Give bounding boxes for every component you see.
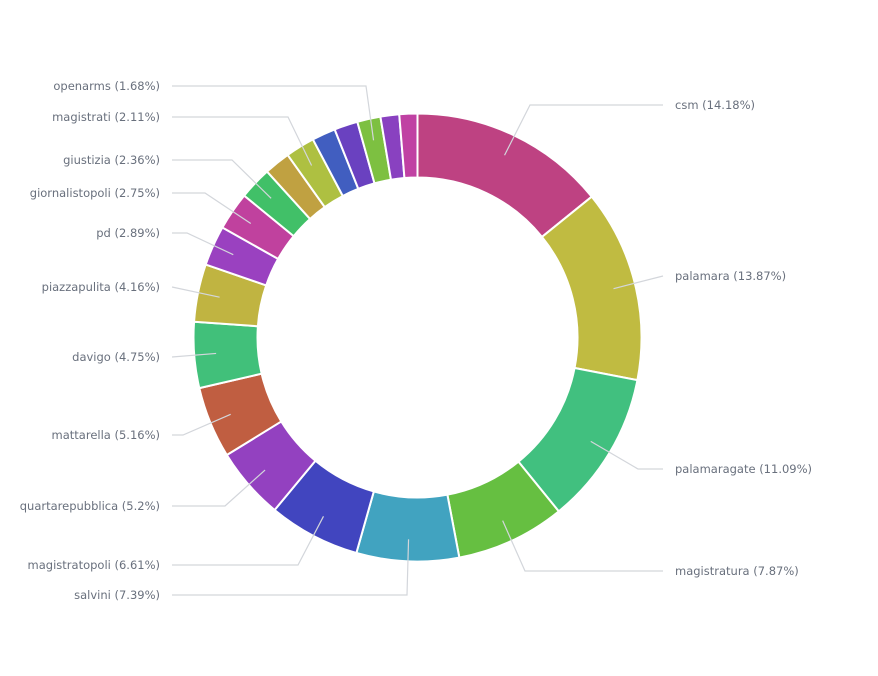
leader-line-magistrati	[172, 116, 313, 166]
leader-line-giornalistopoli	[172, 192, 252, 224]
leader-line-magistratura	[502, 520, 663, 572]
slice-label-quartarepubblica: quartarepubblica (5.2%)	[20, 499, 160, 513]
leader-line-mattarella	[172, 413, 231, 436]
leader-lines-group	[171, 85, 664, 596]
slice-label-magistratopoli: magistratopoli (6.61%)	[28, 558, 160, 572]
leader-line-magistratopoli	[172, 516, 325, 566]
slice-label-magistratura: magistratura (7.87%)	[675, 564, 799, 578]
slice-label-salvini: salvini (7.39%)	[74, 588, 160, 602]
slice-label-giornalistopoli: giornalistopoli (2.75%)	[30, 186, 160, 200]
slice-label-magistrati: magistrati (2.11%)	[52, 110, 160, 124]
slice-label-pd: pd (2.89%)	[96, 226, 160, 240]
leader-line-davigo	[171, 352, 217, 358]
leader-line-csm	[504, 104, 663, 156]
leader-line-piazzapulita	[171, 286, 220, 298]
leader-line-giustizia	[172, 159, 272, 199]
leader-line-openarms	[172, 85, 375, 141]
labels-group: csm (14.18%) palamara (13.87%) palamaragat…	[20, 79, 812, 602]
slice-label-piazzapulita: piazzapulita (4.16%)	[42, 280, 160, 294]
slice-label-palamaragate: palamaragate (11.09%)	[675, 462, 812, 476]
leader-line-pd	[172, 232, 234, 256]
slice-label-giustizia: giustizia (2.36%)	[63, 153, 160, 167]
leader-line-salvini	[172, 539, 410, 596]
leader-line-palamara	[613, 275, 664, 290]
slice-label-davigo: davigo (4.75%)	[72, 350, 160, 364]
slice-unlabeled-19[interactable]	[398, 112, 419, 180]
slice-label-mattarella: mattarella (5.16%)	[52, 428, 160, 442]
leader-line-palamaragate	[590, 440, 663, 470]
slices-group	[192, 112, 643, 563]
slice-label-csm: csm (14.18%)	[675, 98, 755, 112]
slice-palamara[interactable]	[540, 195, 643, 382]
slice-label-palamara: palamara (13.87%)	[675, 269, 786, 283]
slice-label-openarms: openarms (1.68%)	[53, 79, 160, 93]
leader-line-quartarepubblica	[172, 469, 266, 507]
